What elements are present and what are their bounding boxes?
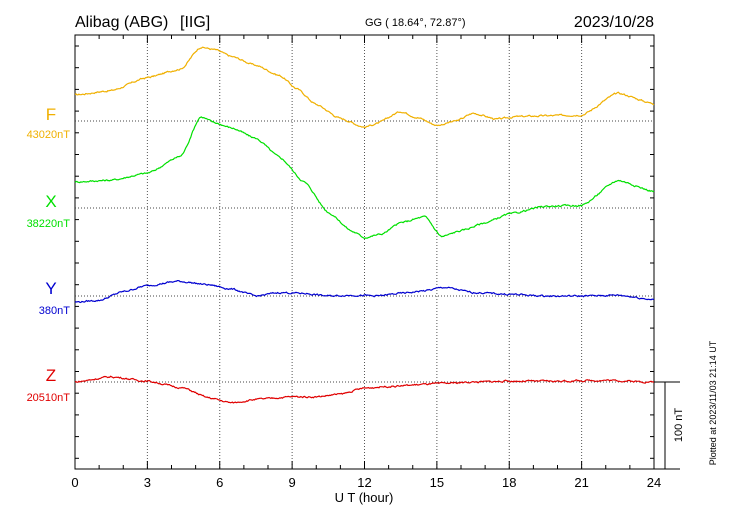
- baseline-value-z: 20510nT: [27, 392, 71, 404]
- trace-z: [74, 375, 655, 404]
- institute-label: [IIG]: [180, 14, 210, 31]
- baseline-grid: [75, 35, 654, 469]
- trace-y: [74, 280, 654, 304]
- x-tick-label: 9: [289, 475, 296, 490]
- x-axis-label: U T (hour): [335, 490, 394, 505]
- date-label: 2023/10/28: [574, 14, 654, 31]
- x-tick-label: 24: [647, 475, 661, 490]
- series-name-z: Z: [46, 366, 56, 385]
- plotted-at-footer: Plotted at 2023/11/03 21:14 UT: [708, 340, 718, 465]
- coords-label: GG ( 18.64°, 72.87°): [365, 17, 466, 29]
- x-tick-label: 0: [71, 475, 78, 490]
- trace-x: [74, 116, 655, 240]
- x-tick-label: 12: [357, 475, 371, 490]
- x-tick-label: 6: [216, 475, 223, 490]
- x-tick-label: 21: [574, 475, 588, 490]
- x-tick-label: 3: [144, 475, 151, 490]
- baseline-value-x: 38220nT: [27, 218, 71, 230]
- scale-bar: 100 nT: [654, 381, 685, 470]
- scale-bar-label: 100 nT: [673, 408, 685, 443]
- baseline-value-f: 43020nT: [27, 129, 71, 141]
- series-name-y: Y: [45, 279, 56, 298]
- trace-f: [74, 46, 655, 129]
- station-title: Alibag (ABG): [75, 14, 168, 31]
- series-name-x: X: [45, 192, 56, 211]
- series-name-f: F: [46, 105, 56, 124]
- x-tick-labels: 0 3 6 9 12 15 18 21 24: [71, 475, 661, 490]
- baseline-value-y: 380nT: [39, 305, 70, 317]
- x-tick-label: 18: [502, 475, 516, 490]
- series-traces: [74, 46, 655, 404]
- series-labels: F 43020nT X 38220nT Y 380nT Z 20510nT: [27, 105, 71, 404]
- x-tick-label: 15: [430, 475, 444, 490]
- tick-marks: [74, 35, 655, 469]
